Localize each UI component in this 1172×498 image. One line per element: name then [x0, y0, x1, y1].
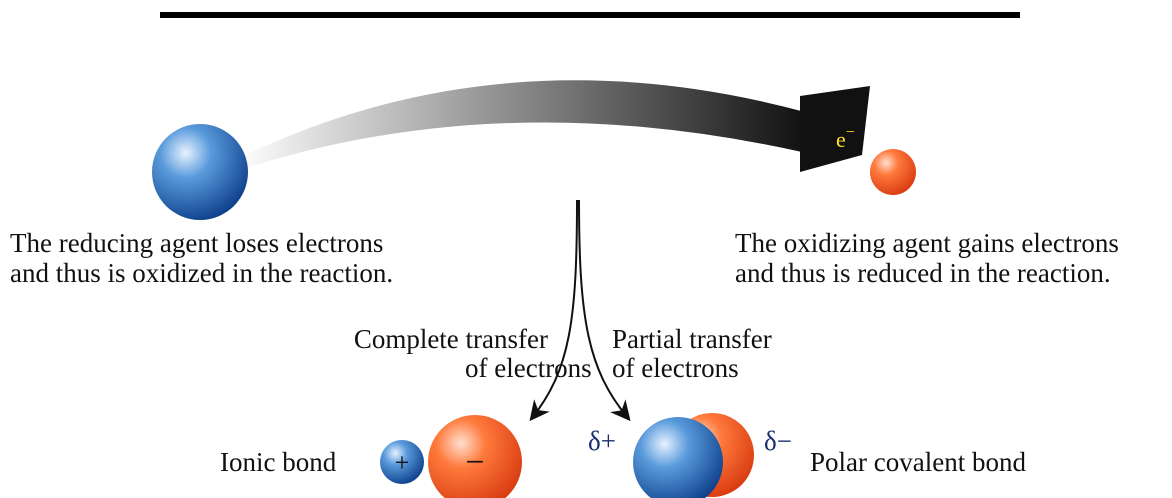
partial-text: Partial transfer [612, 324, 772, 354]
fork-arrow [578, 199, 631, 422]
complete-text: Complete transfer [354, 324, 548, 354]
anion [428, 415, 522, 498]
reducing-sphere [152, 124, 248, 220]
transfer-arrow [235, 80, 805, 170]
polar-blue [633, 417, 723, 498]
reducing-text: and thus is oxidized in the reaction. [10, 258, 393, 288]
arrow-head [800, 86, 870, 172]
plus-sign: + [395, 448, 410, 477]
delta-minus: δ− [764, 426, 792, 456]
reducing-text: The reducing agent loses electrons [10, 228, 383, 258]
partial-text: of electrons [612, 353, 739, 383]
electron-label: e− [836, 124, 855, 152]
oxidizing-sphere [870, 149, 916, 195]
cation [380, 440, 424, 484]
delta-plus: δ+ [588, 426, 616, 456]
oxidizing-text: and thus is reduced in the reaction. [735, 258, 1111, 288]
ionic-label: Ionic bond [220, 447, 337, 477]
polar-label: Polar covalent bond [810, 447, 1026, 477]
oxidizing-text: The oxidizing agent gains electrons [735, 228, 1119, 258]
top-rule [160, 12, 1020, 18]
fork-arrow [529, 199, 578, 422]
minus-sign: − [465, 444, 484, 481]
complete-text: of electrons [465, 353, 592, 383]
